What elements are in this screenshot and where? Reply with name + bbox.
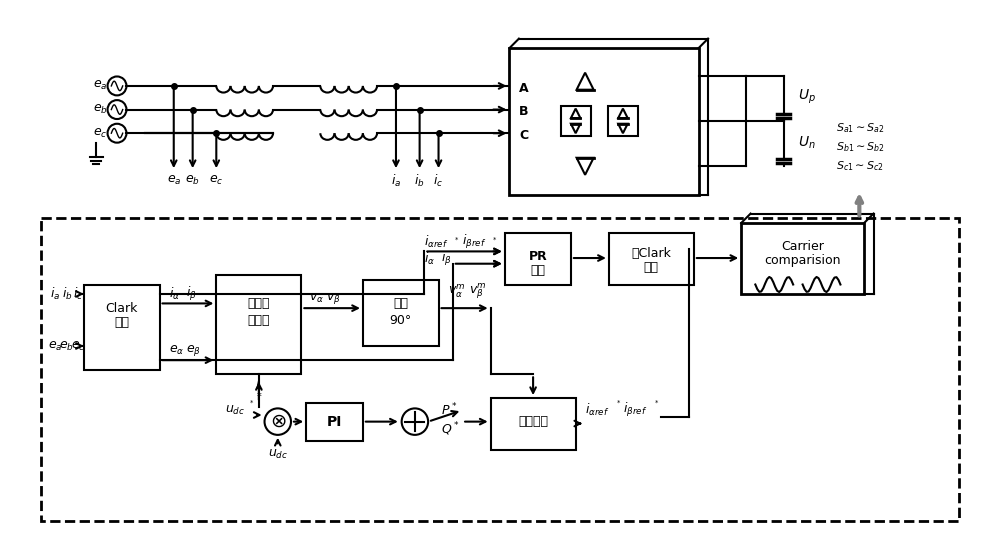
Text: ${}^*$: ${}^*$ <box>248 400 254 410</box>
Text: 整流器: 整流器 <box>248 297 270 310</box>
Text: $v_\alpha$: $v_\alpha$ <box>309 292 324 305</box>
Text: $e_c$: $e_c$ <box>71 339 85 353</box>
Text: 反Clark: 反Clark <box>631 247 671 260</box>
FancyBboxPatch shape <box>216 275 301 374</box>
Text: $i_a$: $i_a$ <box>391 172 401 189</box>
FancyBboxPatch shape <box>509 48 699 195</box>
Text: $e_a$: $e_a$ <box>167 174 181 187</box>
Text: $P^*$: $P^*$ <box>441 402 458 418</box>
Text: A: A <box>519 82 529 95</box>
Text: $i_\beta$: $i_\beta$ <box>186 285 197 303</box>
Text: $i_b$: $i_b$ <box>62 286 72 302</box>
Text: $S_{c1}{\sim}S_{c2}$: $S_{c1}{\sim}S_{c2}$ <box>836 160 883 173</box>
FancyBboxPatch shape <box>491 398 576 450</box>
Text: $i_\alpha$: $i_\alpha$ <box>424 251 435 267</box>
FancyBboxPatch shape <box>741 223 864 294</box>
Text: $S_{a1}{\sim}S_{a2}$: $S_{a1}{\sim}S_{a2}$ <box>836 121 884 135</box>
Text: $e_\beta$: $e_\beta$ <box>186 343 201 358</box>
Text: $Q^*$: $Q^*$ <box>441 421 460 438</box>
FancyBboxPatch shape <box>609 232 694 284</box>
Text: $S_{b1}{\sim}S_{b2}$: $S_{b1}{\sim}S_{b2}$ <box>836 141 885 155</box>
Text: $i_c$: $i_c$ <box>73 286 83 302</box>
FancyBboxPatch shape <box>608 106 638 136</box>
Text: $i_c$: $i_c$ <box>433 172 444 189</box>
FancyBboxPatch shape <box>306 403 363 440</box>
Text: $\otimes$: $\otimes$ <box>270 412 286 431</box>
FancyBboxPatch shape <box>561 106 591 136</box>
Text: 90°: 90° <box>390 314 412 327</box>
Text: 侧计算: 侧计算 <box>248 314 270 327</box>
Text: $u_{dc}$: $u_{dc}$ <box>225 404 245 417</box>
Text: 变换: 变换 <box>114 316 129 329</box>
Text: C: C <box>519 129 528 142</box>
Text: $e_c$: $e_c$ <box>93 126 107 140</box>
Text: $U_n$: $U_n$ <box>798 135 816 151</box>
Text: Carrier: Carrier <box>781 240 824 253</box>
Text: $v_\beta$: $v_\beta$ <box>326 291 341 306</box>
Text: $v_\beta^m$: $v_\beta^m$ <box>469 282 487 301</box>
Text: ${}^*$: ${}^*$ <box>491 237 497 247</box>
Text: B: B <box>519 105 528 118</box>
FancyBboxPatch shape <box>363 280 439 346</box>
Text: $v_\alpha^m$: $v_\alpha^m$ <box>448 283 466 300</box>
Text: $*$: $*$ <box>256 390 262 400</box>
Text: 电流计算: 电流计算 <box>518 415 548 428</box>
Text: ${}^*$: ${}^*$ <box>453 237 459 247</box>
Text: $i_{\alpha ref}$: $i_{\alpha ref}$ <box>424 234 449 250</box>
Text: PR: PR <box>528 250 547 263</box>
Text: $i_b$: $i_b$ <box>414 172 425 189</box>
Text: $i_\alpha$: $i_\alpha$ <box>169 286 180 302</box>
Text: $e_\alpha$: $e_\alpha$ <box>169 344 184 357</box>
Text: $i_a$: $i_a$ <box>50 286 61 302</box>
FancyBboxPatch shape <box>41 218 959 521</box>
Text: $i_{\beta ref}$: $i_{\beta ref}$ <box>623 401 647 420</box>
Text: $u_{dc}$: $u_{dc}$ <box>268 448 288 461</box>
Text: $i_{\beta ref}$: $i_{\beta ref}$ <box>462 233 486 251</box>
Text: $e_c$: $e_c$ <box>209 174 223 187</box>
Text: $U_p$: $U_p$ <box>798 88 816 107</box>
Text: 延时: 延时 <box>393 297 408 310</box>
Text: $i_{\alpha ref}$: $i_{\alpha ref}$ <box>585 402 610 418</box>
Text: 控制: 控制 <box>530 264 545 277</box>
Text: $e_b$: $e_b$ <box>59 339 74 353</box>
Text: $L$: $L$ <box>255 379 263 392</box>
Text: comparision: comparision <box>764 254 841 267</box>
Text: ${}^*$: ${}^*$ <box>615 400 622 410</box>
Text: 变换: 变换 <box>644 261 659 274</box>
Text: $i_\beta$: $i_\beta$ <box>441 250 452 268</box>
FancyBboxPatch shape <box>505 232 571 284</box>
Text: ${}^*$: ${}^*$ <box>653 400 660 410</box>
Text: Clark: Clark <box>106 301 138 315</box>
Text: $e_a$: $e_a$ <box>48 339 63 353</box>
Text: PI: PI <box>327 415 342 429</box>
FancyBboxPatch shape <box>84 284 160 370</box>
Text: $e_a$: $e_a$ <box>93 79 107 93</box>
Text: $e_b$: $e_b$ <box>93 103 107 116</box>
Text: $e_b$: $e_b$ <box>185 174 200 187</box>
